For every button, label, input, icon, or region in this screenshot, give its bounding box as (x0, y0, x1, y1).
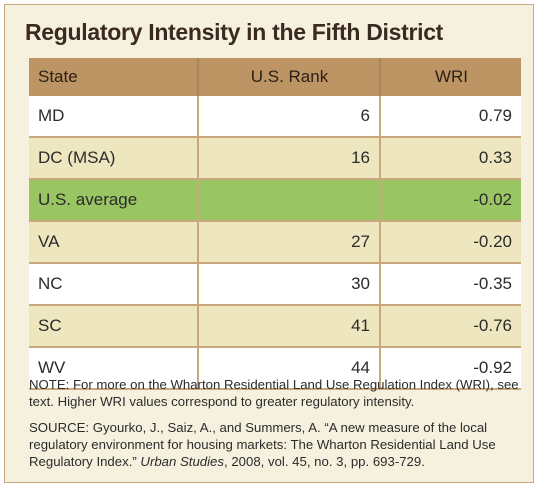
wri-cell: -0.35 (380, 263, 521, 306)
column-header-wri: WRI (380, 58, 521, 96)
source-label: SOURCE: (29, 420, 90, 435)
state-cell: MD (29, 96, 199, 138)
table-row: WV 44 -0.92 (29, 347, 521, 390)
wri-cell: -0.20 (380, 221, 521, 264)
table-row: VA 27 -0.20 (29, 221, 521, 264)
column-header-rank: U.S. Rank (198, 58, 381, 96)
table-row: DC (MSA) 16 0.33 (29, 137, 521, 180)
source-text: SOURCE: Gyourko, J., Saiz, A., and Summe… (29, 419, 521, 470)
state-cell: VA (29, 221, 199, 264)
table-row-us-average: U.S. average -0.02 (29, 179, 521, 222)
rank-cell: 6 (198, 96, 381, 138)
source-citation: , 2008, vol. 45, no. 3, pp. 693-729. (224, 454, 425, 469)
table-row: NC 30 -0.35 (29, 263, 521, 306)
note-text: NOTE: For more on the Wharton Residentia… (29, 376, 521, 410)
table-row: MD 6 0.79 (29, 96, 521, 138)
wri-cell: -0.92 (380, 347, 521, 390)
regulatory-table: State U.S. Rank WRI MD 6 0.79 DC (MSA) 1… (29, 58, 521, 390)
note-label: NOTE: (29, 377, 70, 392)
state-cell: NC (29, 263, 199, 306)
wri-cell: 0.33 (380, 137, 521, 180)
rank-cell (198, 179, 381, 222)
wri-cell: 0.79 (380, 96, 521, 138)
rank-cell: 30 (198, 263, 381, 306)
column-header-state: State (29, 58, 199, 96)
state-cell: U.S. average (29, 179, 199, 222)
state-cell: WV (29, 347, 199, 390)
note-body: For more on the Wharton Residential Land… (29, 377, 519, 409)
rank-cell: 27 (198, 221, 381, 264)
header-row: State U.S. Rank WRI (29, 58, 521, 96)
table-row: SC 41 -0.76 (29, 305, 521, 348)
state-cell: SC (29, 305, 199, 348)
source-journal: Urban Studies (140, 454, 224, 469)
rank-cell: 44 (198, 347, 381, 390)
rank-cell: 16 (198, 137, 381, 180)
source-body: Gyourko, J., Saiz, A., and Summers, A. “… (29, 420, 496, 469)
rank-cell: 41 (198, 305, 381, 348)
wri-cell: -0.76 (380, 305, 521, 348)
state-cell: DC (MSA) (29, 137, 199, 180)
wri-cell: -0.02 (380, 179, 521, 222)
figure-panel: Regulatory Intensity in the Fifth Distri… (4, 4, 534, 483)
table-title: Regulatory Intensity in the Fifth Distri… (25, 19, 444, 45)
